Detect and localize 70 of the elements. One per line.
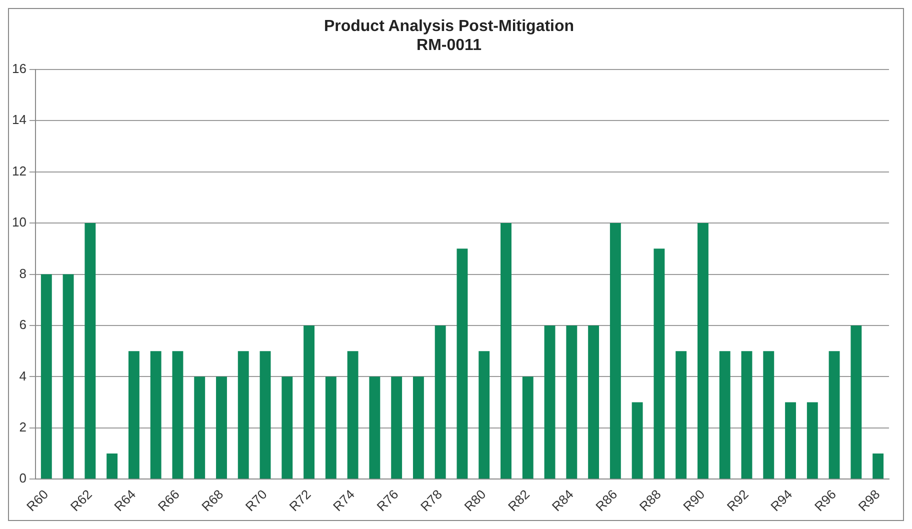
- bar: [238, 351, 249, 479]
- bar: [741, 351, 752, 479]
- x-tick-label: R96: [811, 486, 839, 514]
- x-tick-label: R72: [286, 486, 314, 514]
- y-tick-label: 6: [19, 317, 26, 332]
- bar: [40, 274, 52, 479]
- bar: [62, 274, 74, 479]
- x-tick-label: R80: [461, 486, 489, 514]
- bar: [763, 351, 774, 479]
- bar: [828, 351, 840, 479]
- bar: [676, 351, 687, 479]
- y-tick-label: 4: [19, 368, 26, 384]
- bar: [150, 351, 162, 479]
- x-tick-label: R60: [24, 486, 52, 514]
- y-tick-label: 8: [19, 266, 26, 281]
- bar: [785, 402, 796, 479]
- bar: [282, 376, 293, 479]
- chart-subtitle: RM-0011: [416, 37, 482, 54]
- bar: [434, 325, 446, 479]
- bar: [522, 376, 534, 479]
- x-tick-label: R82: [505, 486, 533, 514]
- x-tick-label: R62: [67, 486, 95, 514]
- x-tick-label: R64: [111, 486, 139, 514]
- bar: [544, 325, 556, 479]
- bar: [500, 223, 512, 479]
- bar: [806, 402, 818, 479]
- bar: [194, 376, 206, 479]
- bar: [216, 376, 227, 479]
- y-tick-label: 12: [12, 163, 26, 178]
- x-tick-label: R94: [768, 486, 796, 514]
- x-tick-label: R90: [680, 486, 708, 514]
- bar: [632, 402, 643, 479]
- chart-title: Product Analysis Post-Mitigation: [324, 18, 574, 36]
- x-tick-label: R68: [198, 486, 226, 514]
- bar: [347, 351, 358, 479]
- y-tick-label: 0: [19, 470, 26, 486]
- bar: [106, 454, 118, 479]
- bar: [588, 325, 600, 479]
- bar: [456, 248, 468, 479]
- y-tick-label: 2: [19, 419, 26, 434]
- bar: [850, 325, 862, 479]
- x-tick-label: R92: [724, 486, 752, 514]
- x-tick-label: R98: [855, 486, 883, 514]
- bar: [260, 351, 271, 479]
- bar: [84, 223, 96, 479]
- bar: [412, 376, 424, 479]
- y-tick-label: 14: [12, 112, 26, 128]
- bar: [698, 223, 708, 479]
- x-tick-label: R70: [242, 486, 270, 514]
- bar: [610, 223, 621, 479]
- x-tick-label: R84: [548, 486, 576, 514]
- y-tick-label: 16: [12, 60, 26, 76]
- x-tick-label: R78: [418, 486, 445, 514]
- x-tick-label: R74: [330, 486, 358, 514]
- bar: [325, 376, 336, 479]
- x-tick-label: R66: [154, 486, 182, 514]
- bar: [719, 351, 730, 479]
- y-tick-label: 10: [12, 214, 26, 230]
- bar: [872, 454, 884, 479]
- bar: [391, 376, 402, 479]
- bar: [566, 325, 578, 479]
- x-tick-label: R76: [374, 486, 402, 514]
- bar: [654, 248, 665, 479]
- bar: [304, 325, 314, 479]
- x-tick-label: R86: [592, 486, 620, 514]
- bar: [128, 351, 140, 479]
- bar: [369, 376, 380, 479]
- bar: [478, 351, 490, 479]
- bar: [172, 351, 184, 479]
- x-tick-label: R88: [636, 486, 664, 514]
